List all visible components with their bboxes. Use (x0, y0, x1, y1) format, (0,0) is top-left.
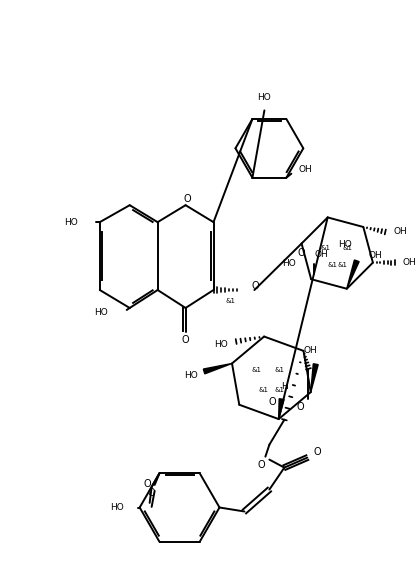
Text: &1: &1 (225, 298, 235, 304)
Text: &1: &1 (320, 245, 330, 251)
Polygon shape (279, 398, 284, 419)
Text: OH: OH (314, 250, 328, 259)
Text: O: O (144, 479, 152, 489)
Polygon shape (311, 364, 318, 392)
Text: OH: OH (369, 251, 383, 260)
Text: &1: &1 (337, 262, 347, 268)
Text: &1: &1 (342, 245, 352, 251)
Text: &1: &1 (274, 387, 285, 393)
Text: HO: HO (110, 503, 124, 512)
Text: HO: HO (184, 371, 198, 380)
Text: O: O (184, 194, 191, 204)
Text: H: H (281, 382, 288, 391)
Text: O: O (313, 447, 321, 456)
Text: O: O (297, 402, 304, 412)
Text: O: O (251, 281, 259, 291)
Text: HO: HO (94, 309, 108, 317)
Text: &1: &1 (327, 262, 337, 268)
Text: OH: OH (393, 227, 407, 237)
Text: O: O (297, 248, 305, 258)
Text: OH: OH (403, 258, 416, 267)
Text: HO: HO (215, 340, 228, 349)
Text: OH: OH (298, 165, 312, 174)
Text: O: O (258, 459, 265, 470)
Polygon shape (203, 364, 232, 374)
Text: O: O (268, 397, 276, 407)
Text: O: O (148, 488, 155, 498)
Text: HO: HO (282, 259, 296, 268)
Text: HO: HO (338, 240, 352, 249)
Text: OH: OH (304, 346, 318, 355)
Polygon shape (347, 260, 359, 289)
Text: O: O (182, 335, 189, 345)
Text: HO: HO (258, 93, 271, 103)
Text: HO: HO (64, 218, 78, 227)
Text: &1: &1 (251, 367, 261, 373)
Text: &1: &1 (274, 367, 285, 373)
Text: &1: &1 (259, 387, 269, 393)
